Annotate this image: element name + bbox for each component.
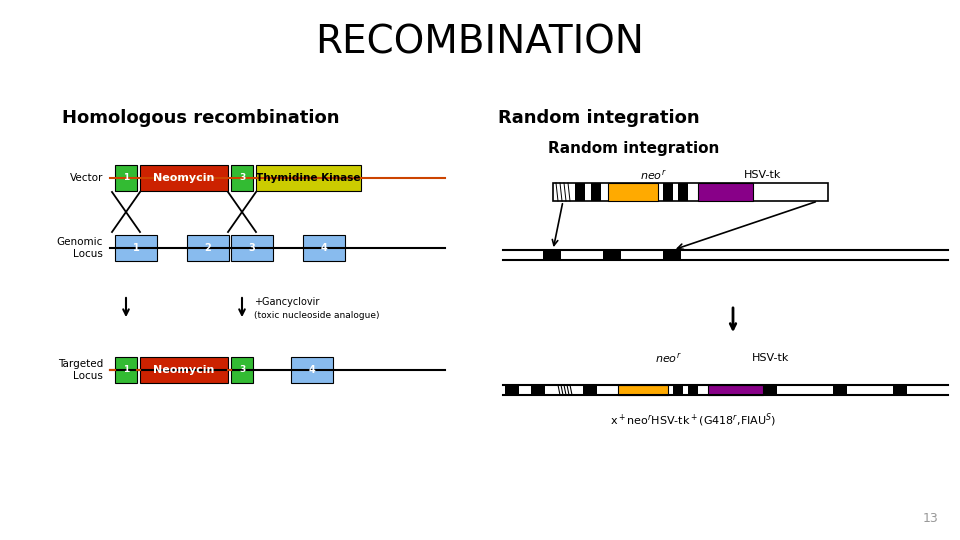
Text: 3: 3 <box>249 243 255 253</box>
Bar <box>763 385 777 395</box>
Bar <box>708 385 763 395</box>
Text: Genomic
Locus: Genomic Locus <box>57 237 103 259</box>
Bar <box>140 165 228 191</box>
Text: 1: 1 <box>132 243 139 253</box>
Bar <box>115 165 137 191</box>
Bar <box>698 183 753 201</box>
Bar <box>618 385 668 395</box>
Text: 1: 1 <box>123 173 130 183</box>
Text: HSV-tk: HSV-tk <box>744 170 781 180</box>
Text: $neo^r$: $neo^r$ <box>639 168 666 182</box>
Bar <box>115 357 137 383</box>
Bar <box>531 385 545 395</box>
Text: Thymidine Kinase: Thymidine Kinase <box>256 173 361 183</box>
Text: Vector: Vector <box>70 173 103 183</box>
Text: Neomycin: Neomycin <box>154 365 215 375</box>
Bar <box>231 165 253 191</box>
Bar <box>663 250 681 260</box>
Text: 1: 1 <box>123 366 130 375</box>
Bar <box>231 235 273 261</box>
Text: Random integration: Random integration <box>498 109 700 127</box>
Text: Neomycin: Neomycin <box>154 173 215 183</box>
Bar <box>893 385 907 395</box>
Bar <box>115 235 157 261</box>
Bar <box>639 385 653 395</box>
Bar <box>231 357 253 383</box>
Bar <box>678 183 688 201</box>
Text: Homologous recombination: Homologous recombination <box>62 109 340 127</box>
Text: Random integration: Random integration <box>548 140 719 156</box>
Text: RECOMBINATION: RECOMBINATION <box>316 23 644 61</box>
Text: HSV-tk: HSV-tk <box>753 353 790 363</box>
Bar <box>603 250 621 260</box>
Text: 4: 4 <box>308 365 316 375</box>
Bar <box>187 235 229 261</box>
Bar <box>688 385 698 395</box>
Bar <box>256 165 361 191</box>
Bar <box>505 385 519 395</box>
Text: Targeted
Locus: Targeted Locus <box>58 359 103 381</box>
Text: 2: 2 <box>204 243 211 253</box>
Text: $neo^r$: $neo^r$ <box>655 352 682 365</box>
Bar <box>608 183 658 201</box>
Bar <box>591 183 601 201</box>
Text: 3: 3 <box>239 173 245 183</box>
Bar <box>575 183 585 201</box>
Text: 3: 3 <box>239 366 245 375</box>
Bar <box>673 385 683 395</box>
Bar <box>303 235 345 261</box>
Text: +Gancyclovir: +Gancyclovir <box>254 297 320 307</box>
Bar <box>543 250 561 260</box>
Bar <box>553 183 828 201</box>
Text: 4: 4 <box>321 243 327 253</box>
Bar <box>291 357 333 383</box>
Bar <box>713 385 727 395</box>
Bar <box>663 183 673 201</box>
Text: x$^+$neo$^r$HSV-tk$^+$(G418$^r$,FIAU$^S$): x$^+$neo$^r$HSV-tk$^+$(G418$^r$,FIAU$^S$… <box>610 411 776 429</box>
Bar <box>833 385 847 395</box>
Bar <box>583 385 597 395</box>
Bar <box>140 357 228 383</box>
Text: 13: 13 <box>923 512 938 525</box>
Text: (toxic nucleoside analogue): (toxic nucleoside analogue) <box>254 310 379 320</box>
